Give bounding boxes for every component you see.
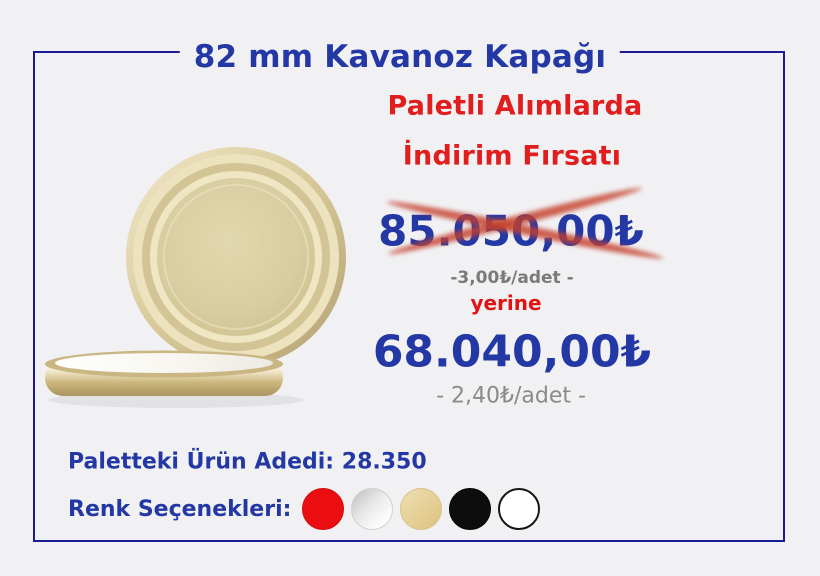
lying-lid [45,350,304,408]
color-swatch-black [449,488,492,530]
promo-line-2: İndirim Fırsatı [402,140,622,172]
color-swatch-white [498,488,541,530]
new-unit-price: - 2,40₺/adet - [436,383,586,409]
new-price: 68.040,00₺ [372,326,652,378]
color-swatch-red [302,488,345,530]
instead-label: yerine [470,291,542,315]
color-options-label: Renk Seçenekleri: [68,496,292,522]
old-unit-price: -3,00₺/adet - [450,268,574,288]
standing-lid [126,147,346,367]
page-title: 82 mm Kavanoz Kapağı [179,39,621,75]
pallet-quantity-line: Paletteki Ürün Adedi: 28.350 [68,450,427,475]
product-photo-jar-lids [45,147,346,408]
pallet-quantity-label: Paletteki Ürün Adedi: [68,449,335,475]
color-swatch-gold [400,488,443,530]
color-swatch-list [302,488,541,530]
promo-line-1: Paletli Alımlarda [387,90,643,122]
color-options-row: Renk Seçenekleri: [68,488,541,530]
color-swatch-silver [351,488,394,530]
pallet-quantity-value: 28.350 [341,449,427,475]
